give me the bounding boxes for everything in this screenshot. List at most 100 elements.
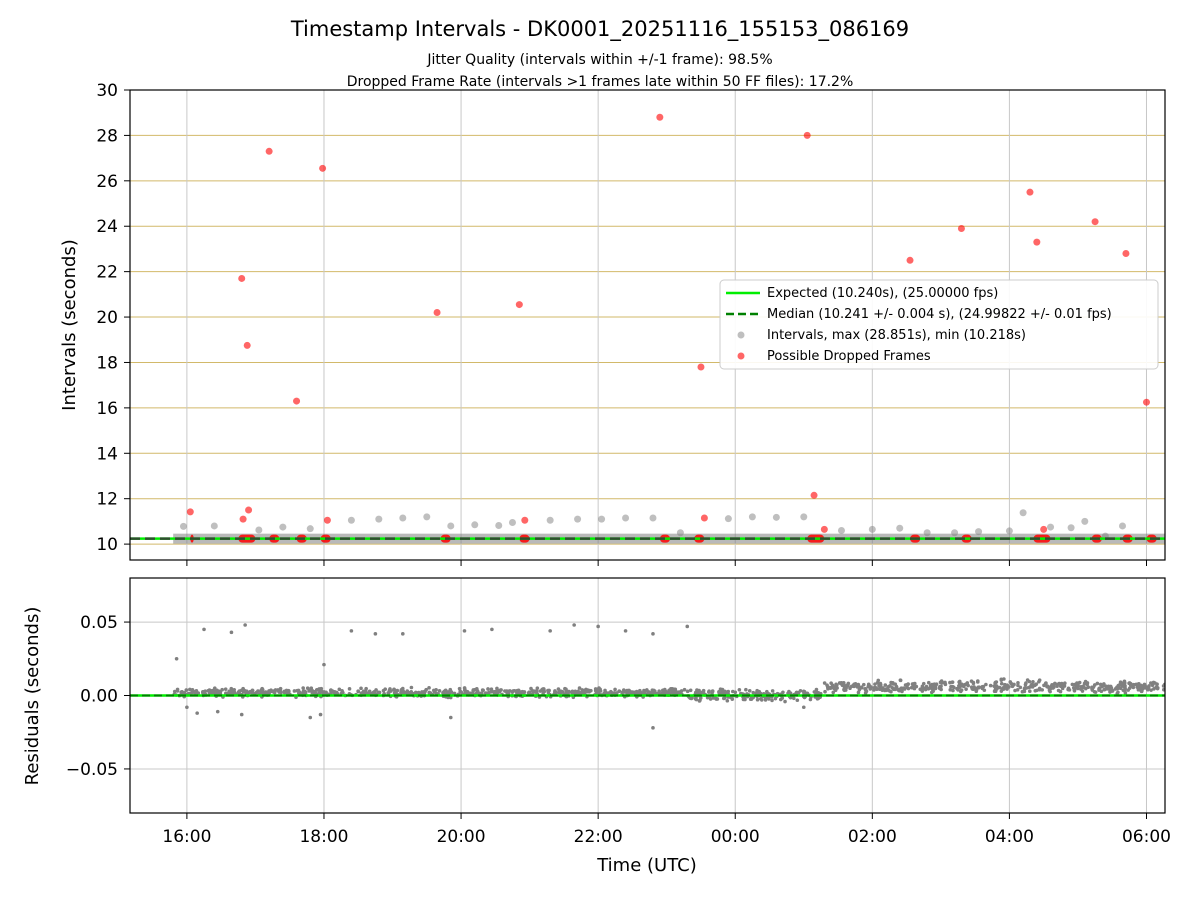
residual-point: [1061, 684, 1065, 689]
residual-point: [497, 689, 502, 694]
chart-subtitle-line-1: Jitter Quality (intervals within +/-1 fr…: [426, 52, 772, 68]
residual-point: [1090, 688, 1095, 692]
dropped-frame-point: [323, 516, 331, 524]
interval-point: [546, 516, 554, 524]
intervals-ytick-label: 28: [96, 126, 118, 146]
dropped-frame-point: [1033, 238, 1041, 246]
residual-point: [863, 687, 868, 691]
residual-point: [651, 632, 655, 636]
residual-point: [318, 712, 323, 717]
residual-point: [201, 690, 205, 694]
residual-point: [856, 690, 861, 695]
residual-point: [747, 689, 752, 693]
residual-point: [951, 688, 955, 693]
residual-point: [997, 685, 1002, 690]
residuals-y-axis-label: Residuals (seconds): [22, 607, 43, 786]
residual-point: [693, 696, 698, 701]
residual-point: [781, 690, 785, 695]
residual-point: [542, 688, 546, 692]
residual-point: [315, 688, 319, 692]
residual-point: [948, 688, 953, 692]
residual-point: [458, 689, 463, 694]
residual-point: [673, 691, 677, 696]
residual-point: [188, 687, 192, 692]
residual-point: [190, 687, 195, 692]
residual-point: [359, 686, 363, 691]
residual-point: [829, 681, 833, 685]
residual-point: [1090, 685, 1094, 690]
residual-point: [531, 690, 536, 695]
intervals-ytick-label: 24: [96, 217, 118, 237]
residuals-ytick-label: −0.05: [66, 760, 118, 780]
residual-point: [1077, 680, 1082, 685]
residual-point: [710, 689, 715, 693]
residual-point: [861, 682, 866, 687]
residual-point: [1037, 679, 1041, 684]
residual-point: [1149, 688, 1153, 692]
residual-point: [448, 715, 453, 720]
residual-point: [649, 690, 654, 695]
residual-point: [322, 690, 326, 694]
residual-point: [462, 629, 467, 633]
interval-point: [772, 513, 780, 521]
interval-point: [255, 526, 263, 534]
residual-point: [1102, 687, 1107, 692]
residual-point: [1126, 688, 1130, 692]
residual-point: [250, 690, 254, 695]
residual-point: [526, 691, 531, 695]
residual-point: [1016, 683, 1020, 688]
residual-point: [558, 689, 562, 694]
intervals-ytick-label: 26: [96, 172, 118, 192]
residuals-ytick-label: 0.05: [80, 613, 118, 633]
residual-point: [443, 688, 448, 693]
residual-point: [546, 688, 550, 693]
dropped-frame-point: [293, 397, 301, 405]
residual-point: [823, 689, 827, 694]
residual-point: [1122, 688, 1127, 693]
residual-point: [377, 690, 382, 695]
residual-point: [957, 679, 962, 684]
residual-point: [347, 687, 352, 691]
residual-point: [894, 684, 899, 689]
interval-point: [1081, 517, 1089, 525]
residual-point: [229, 689, 233, 694]
residual-point: [182, 690, 187, 695]
residual-point: [825, 683, 829, 688]
residual-point: [309, 686, 314, 690]
residual-point: [594, 689, 599, 694]
residual-point: [801, 705, 806, 710]
intervals-y-ticks: 10 12 14 16 18 20 22 24 26 28 30: [96, 81, 130, 555]
residual-point: [899, 687, 904, 692]
interval-point: [868, 525, 876, 533]
dropped-frame-point: [319, 164, 327, 172]
residual-point: [272, 690, 277, 695]
dropped-frame-point: [238, 274, 246, 282]
residual-point: [938, 680, 943, 685]
residual-point: [808, 697, 813, 702]
residual-point: [921, 681, 926, 686]
residual-point: [1030, 685, 1035, 689]
residual-point: [1005, 687, 1009, 691]
residual-point: [1080, 689, 1085, 693]
interval-point: [1005, 527, 1013, 535]
dropped-frame-point: [700, 514, 708, 522]
intervals-x-ticks: [186, 560, 1147, 566]
residual-point: [970, 687, 975, 691]
residual-point: [879, 687, 884, 692]
residual-point: [707, 689, 711, 694]
residuals-x-ticks: 16:00 18:00 20:00 22:00 00:00 02:00 04:00 06:00: [162, 813, 1171, 847]
residual-point: [392, 687, 396, 692]
x-tick-label: 04:00: [985, 827, 1034, 847]
interval-point: [495, 521, 503, 529]
interval-point: [837, 526, 845, 534]
dropped-frame-point: [803, 131, 811, 139]
residual-point: [586, 688, 591, 693]
residual-point: [462, 686, 467, 690]
dropped-frame-point: [1040, 525, 1048, 533]
residual-point: [886, 685, 891, 689]
interval-point: [375, 515, 383, 523]
legend-median-label: Median (10.241 +/- 0.004 s), (24.99822 +…: [767, 307, 1112, 322]
residual-point: [256, 689, 260, 693]
intervals-ytick-label: 16: [96, 399, 118, 419]
residual-point: [374, 688, 378, 692]
